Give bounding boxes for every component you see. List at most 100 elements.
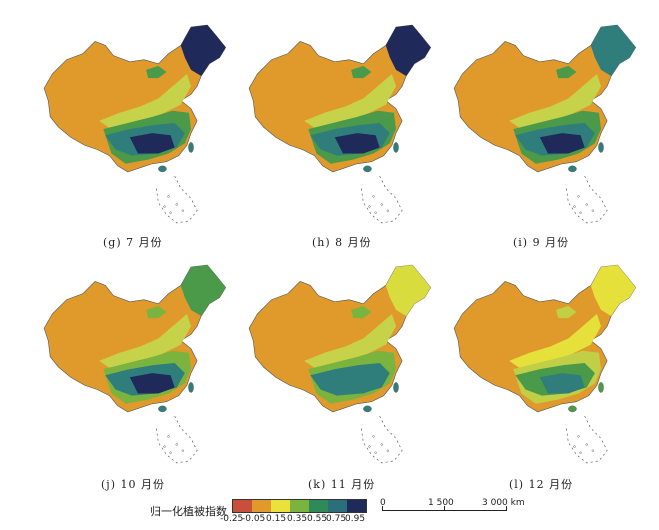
islet [169,451,172,454]
ndvi-region [385,25,431,77]
legend-swatch [233,500,252,512]
panel-caption: (h) 8 月份 [312,236,372,249]
panel-caption: (k) 11 月份 [308,478,376,491]
islet [380,203,383,206]
island [363,405,372,413]
islet [591,449,594,452]
islet [167,435,170,438]
legend-swatch [328,500,347,512]
islet [386,449,389,452]
legend-title: 归一化植被指数 [150,505,227,518]
legend-tick: 0.55 [307,514,328,524]
ndvi-region [556,305,577,319]
ndvi-region [539,133,585,154]
islet [368,445,371,448]
islet [380,443,383,446]
island [158,405,167,413]
island [393,142,399,153]
panel-caption: (l) 12 月份 [509,478,574,491]
ndvi-region [351,305,372,319]
legend-swatch [252,500,271,512]
ndvi-region [509,74,601,130]
map-panel-september [440,15,640,225]
island [188,382,194,393]
legend-swatch [347,500,366,512]
legend-tick: -0.25 [220,514,244,524]
islet [579,211,582,214]
ndvi-region [556,65,577,79]
island [568,405,577,413]
maritime-boundary [566,415,608,464]
scale-bar: 0 1 500 3 000 km [380,498,525,526]
ndvi-region [129,133,175,154]
island [363,165,372,173]
scale-bar-tick [382,506,383,511]
ndvi-region [385,265,431,317]
legend-tick: 0.35 [287,514,308,524]
island [598,382,604,393]
ndvi-region [129,373,175,394]
islet [585,443,588,446]
island [158,165,167,173]
legend-swatch [290,500,309,512]
scale-label: 1 500 [428,498,454,508]
islet [577,435,580,438]
islet [577,195,580,198]
legend-tick: -0.05 [242,514,266,524]
islet [181,209,184,212]
maritime-boundary [156,415,198,464]
islet [386,209,389,212]
panel-caption: (g) 7 月份 [103,236,163,249]
ndvi-region [351,65,372,79]
ndvi-region [509,314,601,370]
islet [163,445,166,448]
islet [585,203,588,206]
legend-swatch [271,500,290,512]
china-ndvi-map [453,24,637,224]
island [393,382,399,393]
islet [573,205,576,208]
islet [167,195,170,198]
islet [175,203,178,206]
legend-color-bar [232,499,367,513]
china-ndvi-map [453,264,637,464]
islet [169,211,172,214]
islet [374,451,377,454]
map-panel-november [235,255,435,465]
island [598,142,604,153]
legend-tick: 0.15 [266,514,287,524]
maritime-boundary [361,175,403,224]
panel-caption: (j) 10 月份 [101,478,165,491]
map-panel-july [30,15,230,225]
islet [181,449,184,452]
scale-label: 0 [380,498,386,508]
map-panel-december [440,255,640,465]
maritime-boundary [566,175,608,224]
ndvi-region [180,25,226,77]
scale-bar-tick [444,506,445,511]
china-ndvi-map [43,264,227,464]
ndvi-region [334,373,380,394]
map-panel-october [30,255,230,465]
islet [372,195,375,198]
ndvi-region [539,373,585,394]
ndvi-region [304,314,396,370]
ndvi-region [180,265,226,317]
scale-bar-tick [506,506,507,511]
ndvi-region [99,74,191,130]
ndvi-region [334,133,380,154]
ndvi-region [146,305,167,319]
islet [374,211,377,214]
ndvi-region [99,314,191,370]
ndvi-region [304,74,396,130]
ndvi-region [590,25,636,77]
islet [368,205,371,208]
ndvi-region [146,65,167,79]
legend-swatch [309,500,328,512]
islet [591,209,594,212]
panel-caption: (i) 9 月份 [513,236,570,249]
china-ndvi-map [43,24,227,224]
island [568,165,577,173]
china-ndvi-map [248,24,432,224]
islet [175,443,178,446]
